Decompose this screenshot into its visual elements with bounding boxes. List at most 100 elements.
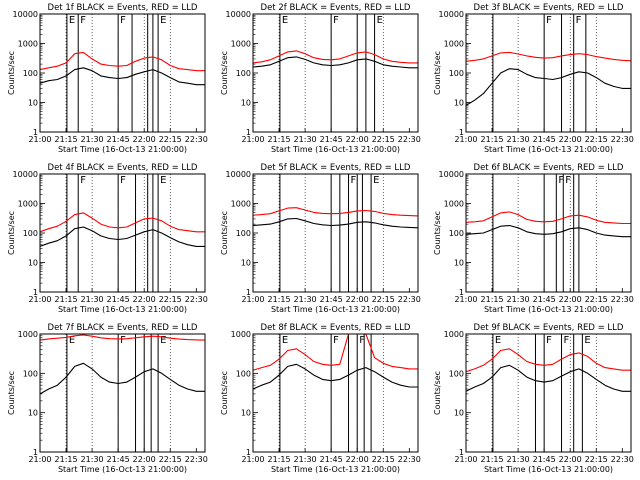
series-line-lld bbox=[252, 50, 418, 64]
y-tick-label: 1 bbox=[33, 448, 38, 457]
panel-det-1: Det 1f BLACK = Events, RED = LLD 21:00 21:… bbox=[7, 3, 208, 154]
y-tick-label: 100 bbox=[236, 229, 251, 238]
x-tick-label: 21:15 bbox=[481, 295, 504, 304]
panel-title: Det 4f BLACK = Events, RED = LLD bbox=[48, 163, 198, 173]
x-tick-label: 22:15 bbox=[585, 135, 608, 144]
x-axis-label: Start Time (16-Oct-13 21:00:00) bbox=[58, 465, 187, 474]
y-tick-label: 10000 bbox=[13, 170, 38, 179]
plot-frame bbox=[252, 13, 419, 133]
x-tick-label: 22:00 bbox=[133, 455, 156, 464]
series-line-events bbox=[252, 363, 418, 390]
x-tick-label: 22:15 bbox=[585, 295, 608, 304]
panel-title: Det 2f BLACK = Events, RED = LLD bbox=[261, 3, 411, 13]
x-tick-label: 21:45 bbox=[107, 135, 130, 144]
marker-label: F bbox=[80, 15, 86, 26]
x-tick-label: 21:45 bbox=[107, 295, 130, 304]
marker-label: F bbox=[564, 335, 570, 346]
series-line-events bbox=[39, 67, 205, 86]
panel-title: Det 1f BLACK = Events, RED = LLD bbox=[48, 3, 198, 13]
y-tick-label: 1000 bbox=[18, 200, 38, 209]
x-tick-label: 21:45 bbox=[320, 135, 343, 144]
marker-label: E bbox=[69, 15, 75, 26]
panel-det-6: Det 6f BLACK = Events, RED = LLD 21:00 21:… bbox=[433, 163, 634, 314]
series-line-lld bbox=[252, 207, 419, 217]
y-tick-label: 1000 bbox=[444, 40, 464, 49]
x-tick-label: 21:00 bbox=[241, 295, 264, 304]
x-tick-label: 22:15 bbox=[159, 295, 182, 304]
x-tick-label: 22:15 bbox=[159, 455, 182, 464]
x-tick-label: 21:00 bbox=[454, 135, 477, 144]
marker-label: F bbox=[333, 335, 339, 346]
x-tick-label: 22:30 bbox=[185, 455, 208, 464]
x-axis-label: Start Time (16-Oct-13 21:00:00) bbox=[484, 145, 613, 154]
plot-frame bbox=[252, 173, 419, 293]
marker-label: F bbox=[333, 15, 339, 26]
y-tick-label: 1000 bbox=[231, 330, 251, 339]
x-axis-label: Start Time (16-Oct-13 21:00:00) bbox=[484, 465, 613, 474]
panel-det-5: Det 5f BLACK = Events, RED = LLD 21:00 21:… bbox=[220, 163, 421, 314]
x-tick-label: 21:00 bbox=[454, 455, 477, 464]
y-tick-label: 10 bbox=[454, 259, 464, 268]
x-axis-label: Start Time (16-Oct-13 21:00:00) bbox=[58, 305, 187, 314]
marker-label: E bbox=[377, 15, 383, 26]
x-tick-label: 22:00 bbox=[559, 455, 582, 464]
y-tick-label: 1000 bbox=[444, 330, 464, 339]
marker-label: E bbox=[160, 175, 166, 186]
panel-det-9: Det 9f BLACK = Events, RED = LLD 21:00 21:… bbox=[433, 323, 634, 474]
marker-label: F bbox=[120, 15, 126, 26]
panel-title: Det 6f BLACK = Events, RED = LLD bbox=[474, 163, 624, 173]
x-tick-label: 22:30 bbox=[185, 135, 208, 144]
x-tick-label: 22:00 bbox=[559, 295, 582, 304]
y-tick-label: 10000 bbox=[226, 170, 251, 179]
y-tick-label: 1 bbox=[459, 448, 464, 457]
plot-frame bbox=[465, 13, 632, 133]
x-tick-label: 21:15 bbox=[268, 295, 291, 304]
marker-label: F bbox=[576, 15, 582, 26]
y-tick-label: 100 bbox=[23, 69, 38, 78]
y-tick-label: 100 bbox=[449, 69, 464, 78]
marker-label: E bbox=[282, 15, 288, 26]
y-tick-label: 10 bbox=[241, 259, 251, 268]
x-tick-label: 22:30 bbox=[398, 455, 421, 464]
y-tick-label: 100 bbox=[236, 69, 251, 78]
x-tick-label: 22:30 bbox=[398, 295, 421, 304]
y-tick-label: 10 bbox=[28, 259, 38, 268]
x-tick-label: 22:30 bbox=[611, 295, 634, 304]
x-axis-label: Start Time (16-Oct-13 21:00:00) bbox=[58, 145, 187, 154]
y-axis-label: Counts/sec bbox=[7, 211, 16, 255]
panel-det-2: Det 2f BLACK = Events, RED = LLD 21:00 21:… bbox=[220, 3, 421, 154]
y-axis-label: Counts/sec bbox=[220, 51, 229, 95]
x-tick-label: 22:30 bbox=[611, 135, 634, 144]
x-tick-label: 21:00 bbox=[241, 135, 264, 144]
series-line-events bbox=[252, 217, 419, 229]
y-tick-label: 100 bbox=[449, 369, 464, 378]
panel-title: Det 5f BLACK = Events, RED = LLD bbox=[261, 163, 411, 173]
x-tick-label: 21:30 bbox=[81, 295, 104, 304]
marker-label: F bbox=[546, 335, 552, 346]
x-tick-label: 21:45 bbox=[533, 455, 556, 464]
marker-label: E bbox=[282, 335, 288, 346]
x-tick-label: 21:30 bbox=[81, 135, 104, 144]
y-tick-label: 10000 bbox=[226, 10, 251, 19]
y-tick-label: 100 bbox=[236, 369, 251, 378]
x-tick-label: 21:30 bbox=[507, 295, 530, 304]
x-tick-label: 22:00 bbox=[346, 295, 369, 304]
y-tick-label: 1000 bbox=[18, 40, 38, 49]
y-tick-label: 10000 bbox=[13, 10, 38, 19]
marker-label: F bbox=[359, 335, 365, 346]
marker-label: F bbox=[546, 15, 552, 26]
x-tick-label: 21:30 bbox=[507, 135, 530, 144]
plot-frame bbox=[465, 333, 632, 453]
marker-label: F bbox=[565, 175, 571, 186]
x-tick-label: 22:15 bbox=[159, 135, 182, 144]
panel-det-8: Det 8f BLACK = Events, RED = LLD 21:00 21:… bbox=[220, 323, 421, 474]
series-line-lld bbox=[465, 211, 631, 225]
x-axis-label: Start Time (16-Oct-13 21:00:00) bbox=[271, 145, 400, 154]
y-tick-label: 10 bbox=[454, 409, 464, 418]
series-line-events bbox=[465, 224, 631, 238]
marker-label: E bbox=[160, 15, 166, 26]
plot-frame bbox=[39, 173, 206, 293]
plot-frame bbox=[39, 13, 206, 133]
x-tick-label: 21:45 bbox=[533, 135, 556, 144]
series-line-lld bbox=[465, 51, 632, 62]
